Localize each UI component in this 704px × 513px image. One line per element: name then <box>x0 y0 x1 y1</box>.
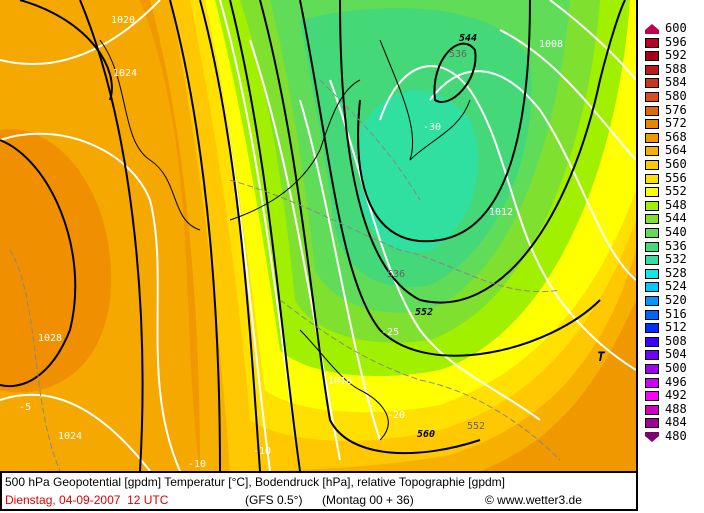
map-label: 536 <box>449 49 468 60</box>
map-label: -25 <box>381 327 400 338</box>
legend-swatch <box>645 51 659 62</box>
caption-title: 500 hPa Geopotential [gpdm] Temperatur [… <box>5 475 505 489</box>
legend-swatch <box>645 64 659 75</box>
legend-swatch <box>645 92 659 102</box>
legend-swatch <box>645 255 659 266</box>
area-high-west <box>0 129 112 393</box>
legend-value: 504 <box>665 347 687 362</box>
legend-swatch <box>645 364 659 374</box>
legend-swatch <box>645 418 659 429</box>
legend-value: 500 <box>665 361 687 375</box>
legend-value: 544 <box>665 211 687 226</box>
legend-swatch <box>645 336 659 347</box>
legend-swatch <box>645 160 659 170</box>
legend-value: 592 <box>665 48 687 63</box>
low-pressure-marker: T <box>597 350 605 365</box>
legend-swatch <box>645 296 659 306</box>
map-label: 1008 <box>539 39 564 50</box>
map-label: -5 <box>19 402 32 413</box>
legend-swatch <box>645 404 659 415</box>
legend-value: 556 <box>665 170 687 185</box>
legend-swatch <box>645 146 659 157</box>
legend-value: 552 <box>665 184 687 199</box>
map-label: -30 <box>423 122 442 133</box>
legend-swatch <box>645 228 659 238</box>
legend-value: 560 <box>665 157 687 171</box>
legend-swatch <box>645 78 659 89</box>
legend-swatch <box>645 309 659 320</box>
legend-swatch <box>645 377 659 388</box>
legend-value: 484 <box>665 415 687 430</box>
legend-value: 492 <box>665 388 687 403</box>
legend-swatch <box>645 24 659 34</box>
caption-date: Dienstag, 04-09-2007 12 UTC <box>5 493 169 507</box>
caption-model: (GFS 0.5°) <box>245 493 303 507</box>
legend-value: 600 <box>665 21 687 35</box>
map-label: -20 <box>387 410 406 421</box>
legend-value: 568 <box>665 129 687 144</box>
map-label: 1020 <box>111 15 136 26</box>
map-label: -10 <box>253 446 272 457</box>
legend-value: 532 <box>665 252 687 267</box>
legend-value: 496 <box>665 374 687 389</box>
legend-swatch <box>645 350 659 361</box>
legend-swatch <box>645 241 659 252</box>
legend-value: 512 <box>665 320 687 335</box>
legend-value: 528 <box>665 265 687 280</box>
legend-swatch <box>645 323 659 334</box>
legend-value: 576 <box>665 102 687 117</box>
caption-run: (Montag 00 + 36) <box>322 493 414 507</box>
legend-value: 572 <box>665 116 687 131</box>
map-canvas <box>0 0 637 472</box>
weather-map: 1020 1024 1028 1024 -5 -10 -10 544 536 -… <box>0 0 638 473</box>
map-label: -10 <box>188 459 207 470</box>
legend-value: 516 <box>665 306 687 321</box>
legend-swatch <box>645 173 659 184</box>
legend-swatch <box>645 37 659 48</box>
map-label: 552 <box>467 421 486 432</box>
coastlines <box>99 39 471 441</box>
legend-value: 596 <box>665 34 687 49</box>
legend-value: 548 <box>665 197 687 212</box>
map-label: 1024 <box>113 68 138 79</box>
legend-swatch <box>645 119 659 130</box>
map-label: 1016 <box>328 376 353 387</box>
legend-swatch <box>645 432 659 442</box>
legend-swatch <box>645 132 659 143</box>
legend-swatch <box>645 200 659 211</box>
map-label: 552 <box>415 307 434 318</box>
legend-swatch <box>645 214 659 225</box>
map-label: 1024 <box>58 431 83 442</box>
map-label: 544 <box>459 33 478 44</box>
legend-swatch <box>645 268 659 279</box>
legend-value: 508 <box>665 333 687 348</box>
map-label: 1028 <box>38 333 63 344</box>
legend-value: 524 <box>665 279 687 294</box>
legend-value: 480 <box>665 429 687 443</box>
legend-swatch <box>645 105 659 116</box>
copyright-link[interactable]: © www.wetter3.de <box>485 493 582 507</box>
legend-value: 580 <box>665 89 687 103</box>
country-borders <box>9 79 561 472</box>
legend-value: 536 <box>665 238 687 253</box>
legend-value: 488 <box>665 401 687 416</box>
map-label: 536 <box>387 269 406 280</box>
legend-value: 520 <box>665 293 687 307</box>
legend-swatch <box>645 187 659 198</box>
area-532 <box>360 90 478 252</box>
legend-value: 588 <box>665 61 687 76</box>
legend-swatch <box>645 282 659 293</box>
map-label: 560 <box>417 429 436 440</box>
legend-value: 564 <box>665 143 687 158</box>
geopotential-contours <box>0 0 626 472</box>
caption: 500 hPa Geopotential [gpdm] Temperatur [… <box>0 473 638 511</box>
legend-value: 540 <box>665 225 687 239</box>
map-label: 1012 <box>489 207 514 218</box>
legend-value: 584 <box>665 75 687 90</box>
legend-swatch <box>645 391 659 402</box>
